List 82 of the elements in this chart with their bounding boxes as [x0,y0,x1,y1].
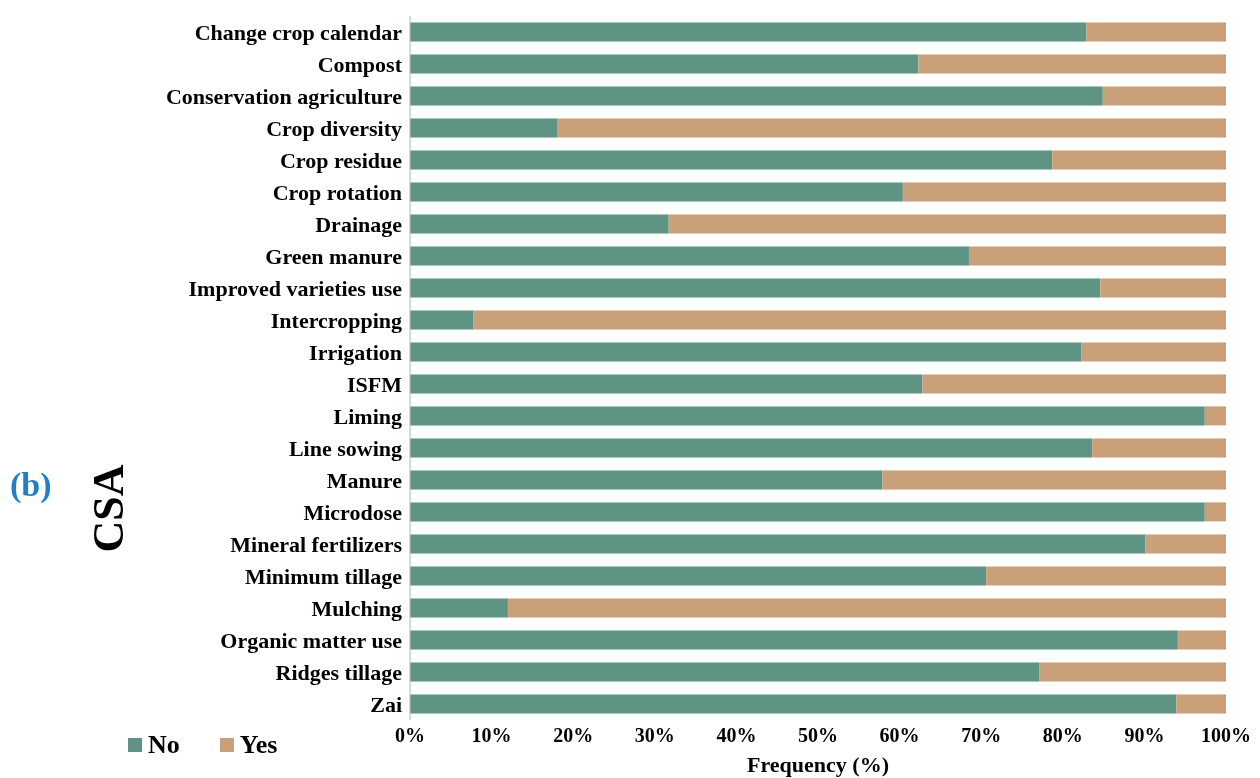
text: (b) [10,466,52,504]
bar [1100,278,1226,298]
y-tick-label: Mineral fertilizers [230,531,403,557]
x-tick-label: 10% [471,724,512,747]
bar [410,86,1103,106]
bar [410,502,1205,522]
y-tick-label: Compost [317,51,403,77]
y-tick-label: Change crop calendar [194,19,403,45]
bar [918,54,1226,74]
bar [410,54,919,74]
y-tick-label: Zai [370,691,402,717]
bar [902,182,1226,202]
y-tick-label: Improved varieties use [188,275,403,301]
x-tick-label: 100% [1201,724,1251,747]
bar [410,278,1101,298]
bar [668,214,1226,234]
x-tick-label: 80% [1042,724,1083,747]
bar [1039,662,1226,682]
legend-label: Yes [239,730,278,760]
bar [410,630,1178,650]
y-tick-label: Drainage [315,211,403,237]
bar [882,470,1226,490]
bar [410,22,1087,42]
bar [922,374,1226,394]
bar [1204,502,1226,522]
bar [557,118,1226,138]
bar [410,438,1093,458]
bar [410,694,1177,714]
x-tick-label: 60% [879,724,920,747]
y-tick-label: ISFM [347,371,403,397]
bar [410,534,1146,554]
bar [410,662,1040,682]
bar [507,598,1226,618]
x-tick-label: 90% [1124,724,1165,747]
y-tick-label: Liming [333,403,402,429]
bar [1177,630,1226,650]
y-tick-label: Irrigation [309,339,402,365]
bar [410,566,987,586]
y-tick-label: Line sowing [288,435,402,461]
bar [410,118,558,138]
x-tick-label: 30% [634,724,675,747]
bar [1092,438,1226,458]
bar [473,310,1226,330]
x-tick-label: 0% [395,724,425,747]
y-tick-label: Crop diversity [266,115,402,141]
bar [410,598,508,618]
y-tick-label: Green manure [265,243,403,269]
bar [968,246,1226,266]
bar [1086,22,1226,42]
bar [410,182,903,202]
x-tick-label: 20% [553,724,594,747]
bar [410,246,969,266]
x-axis-title: Frequency (%) [747,752,889,777]
bar [410,310,474,330]
y-tick-label: Ridges tillage [275,659,403,685]
y-tick-label: Microdose [303,499,403,525]
bar [410,406,1205,426]
bar [1145,534,1226,554]
bar [410,214,669,234]
bar [410,470,883,490]
bar [1052,150,1226,170]
bar [410,374,923,394]
y-tick-label: Mulching [311,595,402,621]
y-tick-label: Manure [326,467,403,493]
y-tick-label: Intercropping [270,307,402,333]
bar [1204,406,1226,426]
bar [986,566,1226,586]
y-tick-label: Organic matter use [220,627,403,653]
y-tick-label: Crop rotation [272,179,402,205]
y-tick-label: Crop residue [279,147,403,173]
bar [1081,342,1226,362]
y-tick-label: Conservation agriculture [165,83,403,109]
y-tick-label: Minimum tillage [244,563,403,589]
bar [410,150,1053,170]
bar [1176,694,1226,714]
bar [410,342,1082,362]
y-axis-title: CSA [82,463,134,553]
x-tick-label: 40% [716,724,757,747]
x-tick-label: 70% [961,724,1002,747]
x-tick-label: 50% [798,724,838,747]
legend-label: No [148,730,180,760]
bar [1102,86,1226,106]
